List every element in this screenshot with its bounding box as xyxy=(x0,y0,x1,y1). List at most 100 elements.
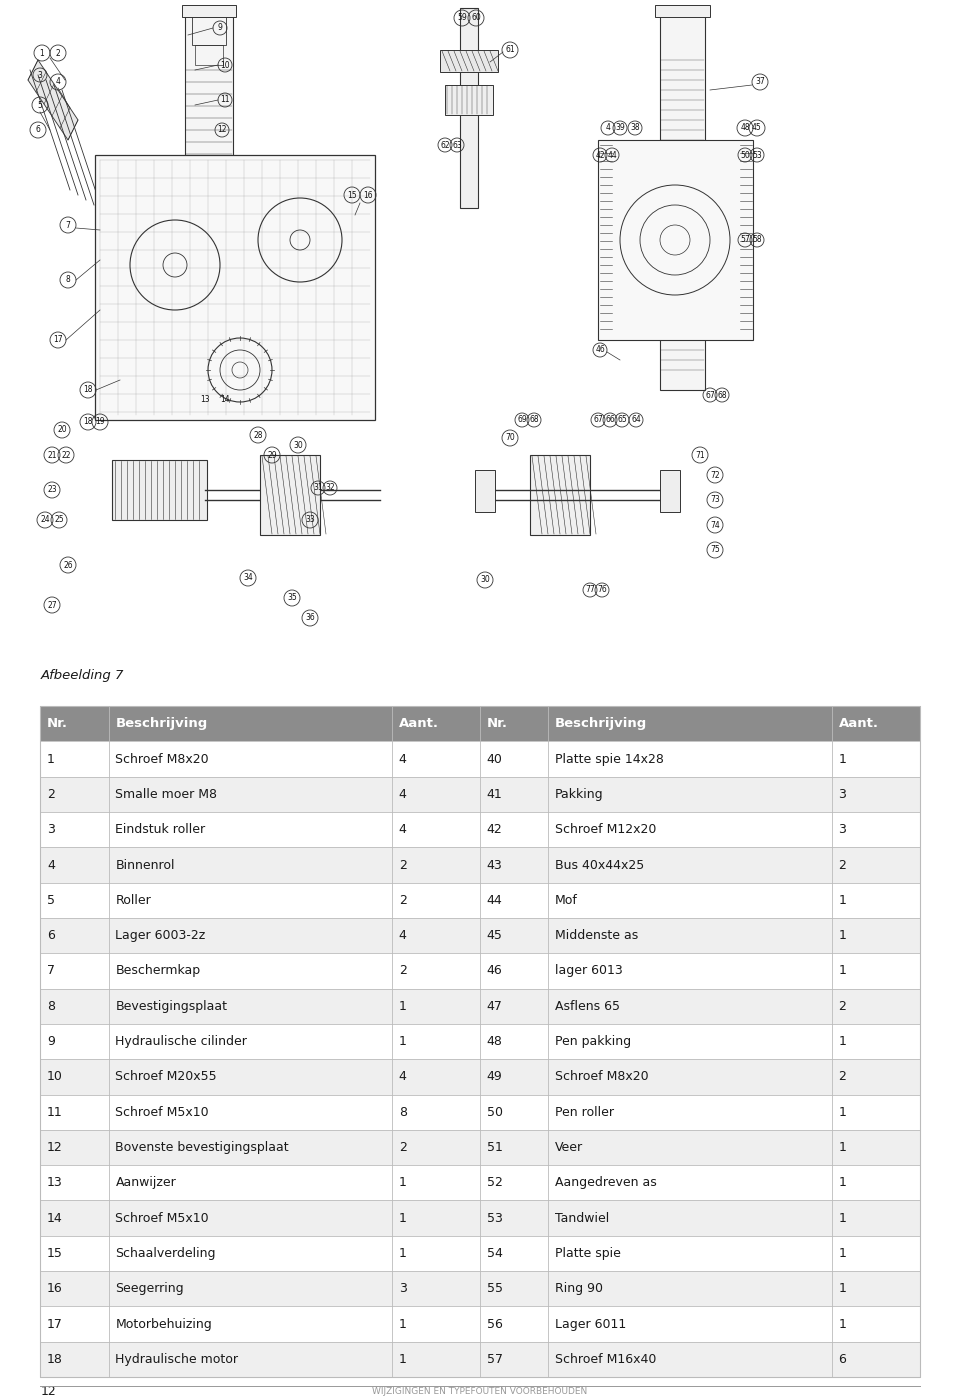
Text: 1: 1 xyxy=(838,1282,847,1296)
Bar xyxy=(40,847,920,882)
Text: 11: 11 xyxy=(47,1106,62,1118)
Text: 67: 67 xyxy=(593,415,603,425)
Text: 3: 3 xyxy=(838,823,847,836)
Text: 4: 4 xyxy=(398,788,407,801)
Text: 44: 44 xyxy=(487,893,502,907)
Text: 4: 4 xyxy=(398,752,407,766)
Text: 1: 1 xyxy=(47,752,55,766)
Text: 2: 2 xyxy=(838,1000,847,1012)
Text: Platte spie 14x28: Platte spie 14x28 xyxy=(555,752,664,766)
Text: Schroef M8x20: Schroef M8x20 xyxy=(115,752,209,766)
Text: 20: 20 xyxy=(58,425,67,435)
Polygon shape xyxy=(28,60,78,140)
Text: 3: 3 xyxy=(398,1282,407,1296)
Text: Aanwijzer: Aanwijzer xyxy=(115,1176,177,1190)
Bar xyxy=(112,460,207,520)
Text: 12: 12 xyxy=(47,1141,62,1153)
Bar xyxy=(40,706,920,1377)
Text: 39: 39 xyxy=(615,123,625,133)
Bar xyxy=(40,1306,920,1342)
Text: lager 6013: lager 6013 xyxy=(555,965,623,977)
Text: 60: 60 xyxy=(471,14,481,22)
Text: Pen roller: Pen roller xyxy=(555,1106,614,1118)
Text: 8: 8 xyxy=(65,275,70,285)
Text: 57: 57 xyxy=(487,1353,503,1366)
Text: 71: 71 xyxy=(695,450,705,460)
Text: 18: 18 xyxy=(47,1353,63,1366)
Text: 11: 11 xyxy=(220,95,229,105)
Text: 2: 2 xyxy=(398,1141,407,1153)
Text: 2: 2 xyxy=(56,49,60,57)
Text: 69: 69 xyxy=(517,415,527,425)
Text: 61: 61 xyxy=(505,46,515,55)
Text: Aant.: Aant. xyxy=(398,717,439,730)
Text: 21: 21 xyxy=(47,450,57,460)
Text: 46: 46 xyxy=(595,345,605,355)
Bar xyxy=(192,15,226,45)
Text: 2: 2 xyxy=(398,893,407,907)
Text: 42: 42 xyxy=(487,823,502,836)
Text: 4: 4 xyxy=(47,858,55,871)
Text: 64: 64 xyxy=(631,415,641,425)
Text: Nr.: Nr. xyxy=(487,717,508,730)
Bar xyxy=(660,470,680,512)
Text: 15: 15 xyxy=(348,190,357,200)
Text: 6: 6 xyxy=(36,126,40,134)
Text: 1: 1 xyxy=(838,1141,847,1153)
Bar xyxy=(182,6,236,17)
Text: 77: 77 xyxy=(586,586,595,594)
Text: Seegerring: Seegerring xyxy=(115,1282,184,1296)
Text: 15: 15 xyxy=(47,1247,63,1260)
Bar xyxy=(40,706,920,741)
Text: Afbeelding 7: Afbeelding 7 xyxy=(40,668,124,682)
Text: 6: 6 xyxy=(47,930,55,942)
Text: 1: 1 xyxy=(838,1317,847,1331)
Text: 40: 40 xyxy=(487,752,503,766)
Text: Roller: Roller xyxy=(115,893,151,907)
Text: 5: 5 xyxy=(47,893,55,907)
Bar xyxy=(40,1130,920,1165)
Bar xyxy=(40,741,920,777)
Bar xyxy=(95,155,375,419)
Text: 66: 66 xyxy=(605,415,614,425)
Text: Schroef M5x10: Schroef M5x10 xyxy=(115,1106,209,1118)
Text: Schroef M16x40: Schroef M16x40 xyxy=(555,1353,657,1366)
Text: 51: 51 xyxy=(487,1141,503,1153)
Text: Aangedreven as: Aangedreven as xyxy=(555,1176,657,1190)
Text: 10: 10 xyxy=(47,1071,63,1083)
Bar xyxy=(40,1165,920,1201)
Text: 1: 1 xyxy=(838,1247,847,1260)
Text: 30: 30 xyxy=(293,440,302,450)
Bar xyxy=(40,812,920,847)
Text: 1: 1 xyxy=(838,1212,847,1225)
Text: 19: 19 xyxy=(95,418,105,426)
Text: 7: 7 xyxy=(47,965,55,977)
Bar xyxy=(40,918,920,953)
Text: 45: 45 xyxy=(487,930,503,942)
Text: 2: 2 xyxy=(398,965,407,977)
Text: 57: 57 xyxy=(740,235,750,245)
Text: 9: 9 xyxy=(218,24,223,32)
Text: 53: 53 xyxy=(487,1212,503,1225)
Text: Pen pakking: Pen pakking xyxy=(555,1035,632,1048)
Text: 7: 7 xyxy=(65,221,70,229)
Text: WIJZIGINGEN EN TYPEFOUTEN VOORBEHOUDEN: WIJZIGINGEN EN TYPEFOUTEN VOORBEHOUDEN xyxy=(372,1387,588,1395)
Text: 32: 32 xyxy=(325,484,335,492)
Bar xyxy=(40,1095,920,1130)
Text: 1: 1 xyxy=(398,1317,407,1331)
Bar xyxy=(40,1060,920,1095)
Text: 68: 68 xyxy=(529,415,539,425)
Text: 58: 58 xyxy=(753,235,762,245)
Text: 12: 12 xyxy=(217,126,227,134)
Text: 1: 1 xyxy=(398,1353,407,1366)
Text: 2: 2 xyxy=(47,788,55,801)
Text: 9: 9 xyxy=(47,1035,55,1048)
Text: 36: 36 xyxy=(305,614,315,622)
Text: 55: 55 xyxy=(487,1282,503,1296)
Bar xyxy=(40,1236,920,1271)
Text: 67: 67 xyxy=(706,390,715,400)
Text: 52: 52 xyxy=(487,1176,503,1190)
Text: 76: 76 xyxy=(597,586,607,594)
Text: 1: 1 xyxy=(838,893,847,907)
Text: Hydraulische cilinder: Hydraulische cilinder xyxy=(115,1035,248,1048)
